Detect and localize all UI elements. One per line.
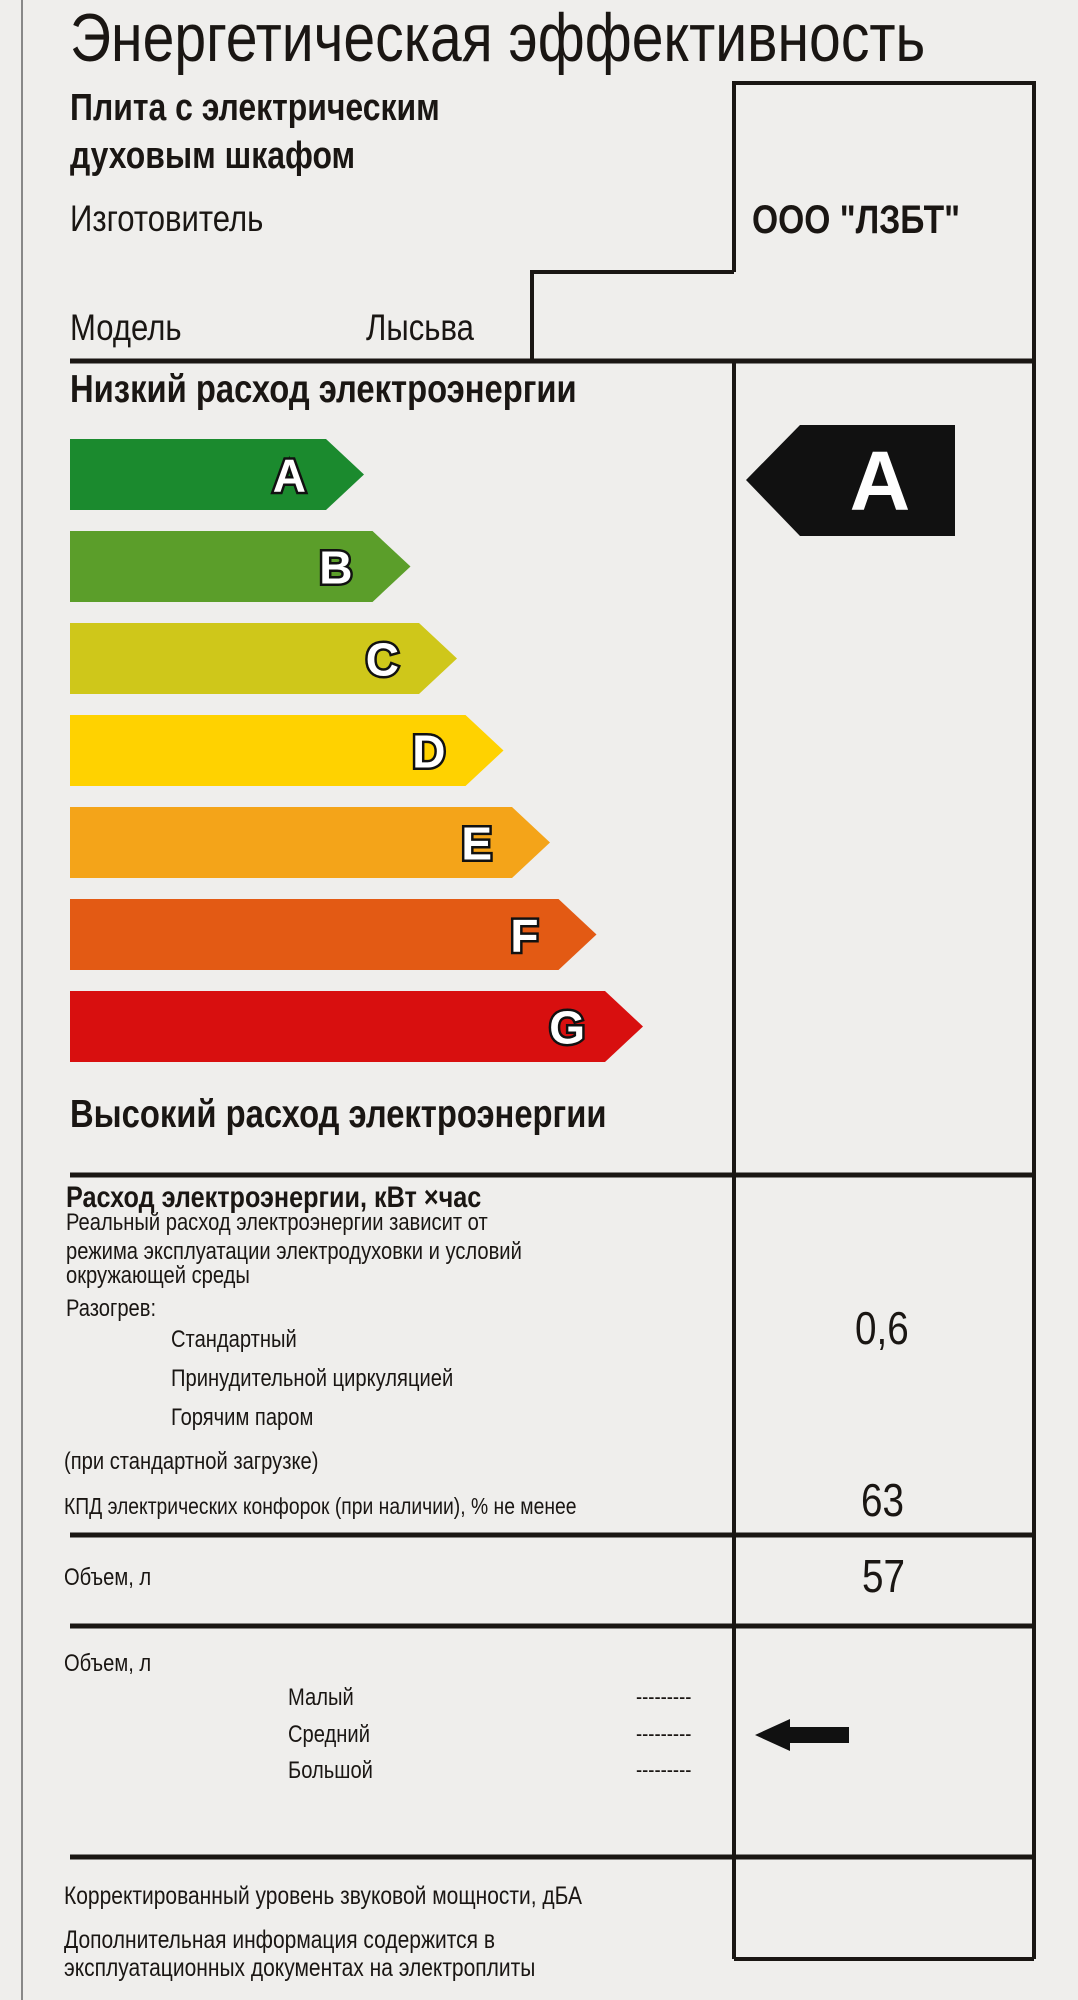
manufacturer-value: ООО "ЛЗБТ" <box>752 198 961 242</box>
energy-class-letter: C <box>366 634 399 686</box>
volume-label: Объем, л <box>64 1564 152 1591</box>
energy-class-bar-d <box>70 715 504 786</box>
energy-class-bar-e <box>70 807 550 878</box>
energy-class-bar-f <box>70 899 597 970</box>
energy-class-letter: G <box>549 1002 585 1054</box>
volume-size-label: Объем, л <box>64 1650 152 1677</box>
energy-class-letter: F <box>510 910 538 962</box>
energy-class-letter: E <box>461 818 492 870</box>
energy-class-letter: A <box>273 450 306 502</box>
energy-class-bar-b <box>70 531 411 602</box>
size-small-dashes: --------- <box>636 1684 692 1709</box>
noise-label: Корректированный уровень звуковой мощнос… <box>64 1882 582 1910</box>
footer-line2: эксплуатационных документах на электропл… <box>64 1954 536 1982</box>
energy-class-letter: D <box>412 726 445 778</box>
size-medium-dashes: --------- <box>636 1721 692 1746</box>
page-title: Энергетическая эффективность <box>70 0 926 76</box>
low-consumption-label: Низкий расход электроэнергии <box>70 368 577 411</box>
consumption-note-3: окружающей среды <box>66 1262 250 1289</box>
energy-class-bar-a <box>70 439 364 510</box>
model-value: Лысьва <box>366 307 474 348</box>
manufacturer-label: Изготовитель <box>70 198 264 239</box>
mode-forced: Принудительной циркуляцией <box>171 1365 454 1392</box>
volume-value: 57 <box>862 1550 905 1602</box>
consumption-heading: Расход электроэнергии, кВт ×час <box>66 1181 482 1214</box>
energy-class-letter: B <box>319 542 352 594</box>
consumption-note-2: режима эксплуатации электродуховки и усл… <box>66 1238 522 1265</box>
size-small: Малый <box>288 1684 354 1711</box>
product-type-line1: Плита с электрическим <box>70 87 440 129</box>
consumption-note-1: Реальный расход электроэнергии зависит о… <box>66 1209 488 1236</box>
efficiency-value: 63 <box>861 1474 904 1526</box>
energy-class-bar-g <box>70 991 643 1062</box>
heating-label: Разогрев: <box>66 1295 157 1322</box>
footer-line1: Дополнительная информация содержится в <box>64 1926 495 1954</box>
size-large: Большой <box>288 1757 373 1784</box>
efficiency-label: КПД электрических конфорок (при наличии)… <box>64 1493 577 1519</box>
size-medium: Средний <box>288 1721 370 1748</box>
selected-size-arrow-icon <box>755 1719 849 1751</box>
mode-steam: Горячим паром <box>171 1404 314 1431</box>
mode-standard: Стандартный <box>171 1326 297 1353</box>
product-type-line2: духовым шкафом <box>70 135 356 177</box>
size-large-dashes: --------- <box>636 1757 692 1782</box>
rating-arrow: A <box>746 425 955 536</box>
high-consumption-label: Высокий расход электроэнергии <box>70 1093 607 1136</box>
load-note: (при стандартной загрузке) <box>64 1448 319 1475</box>
model-label: Модель <box>70 307 182 348</box>
rating-letter: A <box>850 434 911 528</box>
consumption-value: 0,6 <box>855 1302 909 1354</box>
energy-class-bar-c <box>70 623 457 694</box>
